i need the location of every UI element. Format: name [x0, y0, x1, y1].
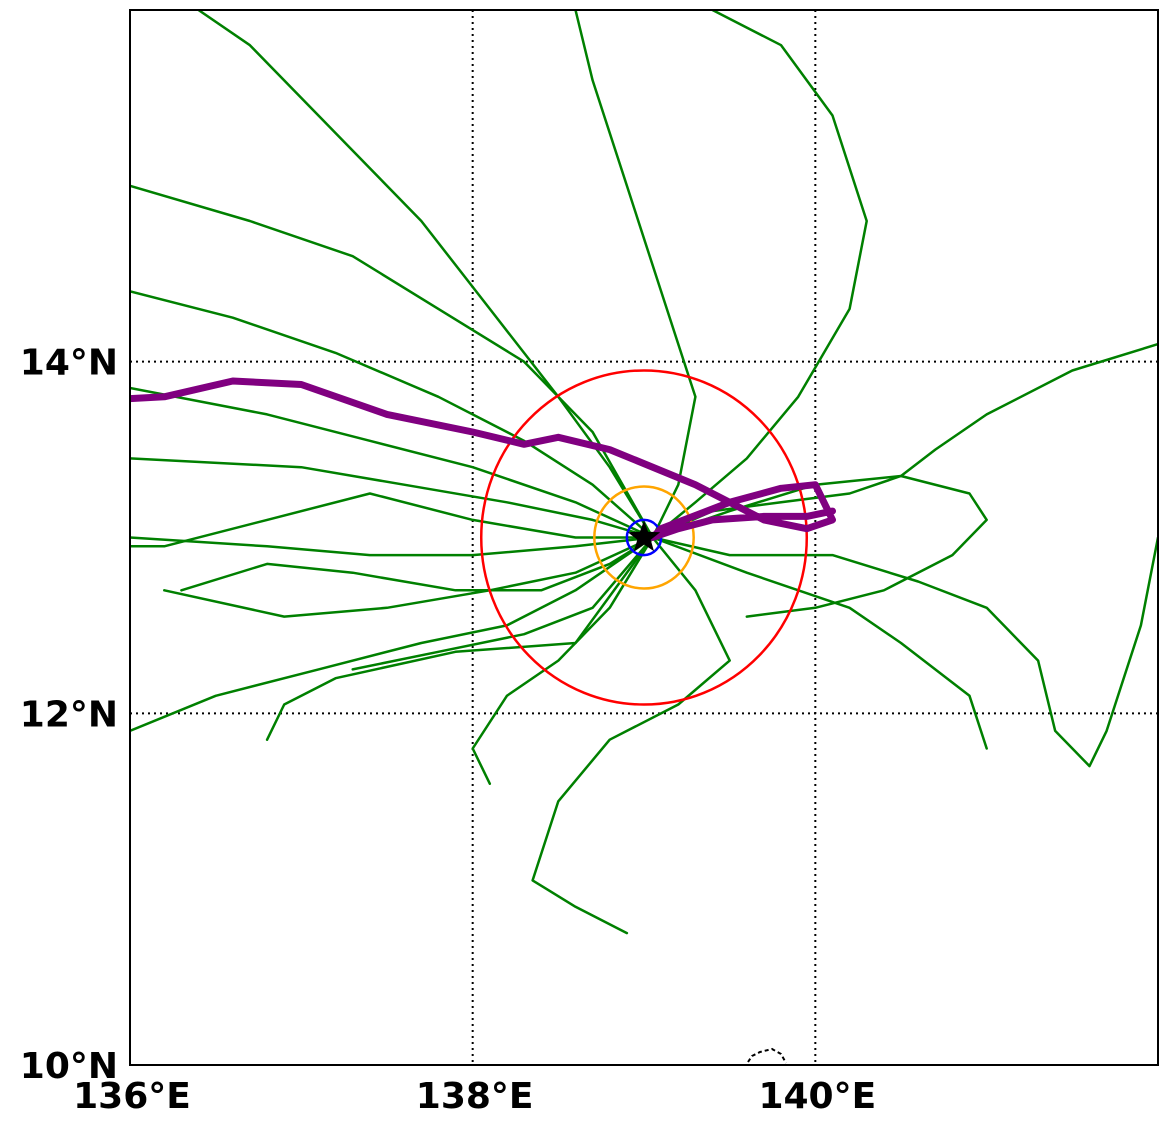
- range-ring-orange: [593, 485, 695, 590]
- axis-labels: 136°E 138°E 140°E 10°N 12°N 14°N: [20, 343, 876, 1117]
- y-tick-label-0: 10°N: [20, 1046, 118, 1087]
- storm-center-marker: [627, 520, 661, 552]
- member-track-11: [531, 536, 731, 935]
- member-track-12: [651, 536, 988, 750]
- member-track-4: [130, 290, 654, 539]
- member-track-9: [130, 536, 654, 733]
- mean-track-line: [130, 377, 836, 541]
- member-track-14: [651, 474, 988, 618]
- member-track-17: [471, 536, 654, 785]
- member-track-6: [130, 457, 654, 539]
- y-tick-label-1: 12°N: [20, 694, 118, 735]
- map-frame: [129, 9, 1159, 1066]
- range-ring-red: [479, 369, 809, 706]
- member-track-19: [130, 492, 654, 548]
- member-track-7: [130, 536, 654, 557]
- coastline-fragment: [747, 1047, 787, 1064]
- member-track-15: [180, 536, 654, 592]
- member-track-5: [130, 386, 654, 539]
- y-tick-label-2: 14°N: [20, 343, 118, 384]
- member-track-18: [265, 536, 654, 741]
- member-track-8: [163, 536, 654, 618]
- member-track-3: [197, 10, 654, 539]
- member-track-2: [574, 10, 697, 539]
- x-tick-label-2: 140°E: [758, 1076, 876, 1117]
- member-track-1: [651, 10, 868, 539]
- x-tick-label-0: 136°E: [73, 1076, 191, 1117]
- x-tick-label-1: 138°E: [416, 1076, 534, 1117]
- ensemble-mean-track: [130, 377, 836, 541]
- member-track-13: [651, 536, 1158, 768]
- ensemble-tracks: [130, 10, 1158, 935]
- member-track-0: [651, 342, 1158, 539]
- member-track-10: [351, 536, 654, 671]
- member-track-16: [130, 184, 654, 539]
- range-rings: [479, 369, 809, 706]
- star-icon: [627, 520, 661, 552]
